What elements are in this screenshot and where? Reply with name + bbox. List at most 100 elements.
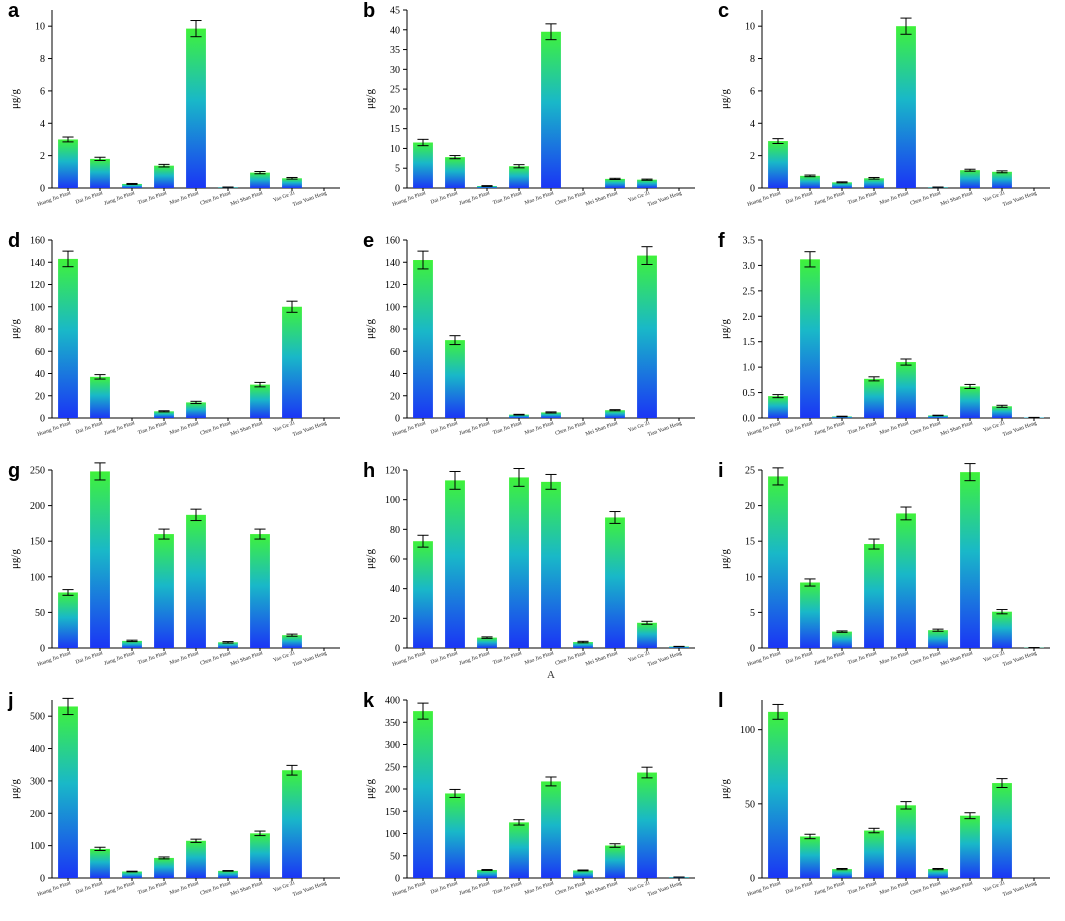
- y-tick-label: 2: [750, 151, 755, 162]
- x-tick-label: Chen Jiu Plant: [554, 190, 587, 207]
- y-tick-label: 25: [745, 466, 755, 477]
- x-tick-label: Mao Jiu Plant: [879, 650, 910, 666]
- x-tick-label: Tian Jiu Plant: [137, 420, 168, 436]
- y-tick-label: 60: [390, 555, 400, 566]
- x-tick-label: Mei Shan Plant: [940, 420, 974, 437]
- bar: [250, 534, 270, 648]
- bar: [768, 396, 788, 418]
- x-tick-label: Tian Jiu Plant: [492, 650, 523, 666]
- bar: [800, 259, 820, 418]
- bar: [509, 166, 529, 188]
- x-tick-label: Tian Jiu Plant: [137, 880, 168, 896]
- y-axis-label: μg/g: [719, 549, 731, 569]
- y-tick-label: 100: [385, 829, 400, 840]
- x-tick-label: Jiang Jiu Plant: [458, 880, 491, 897]
- y-tick-label: 10: [745, 572, 755, 583]
- y-axis-label: μg/g: [364, 779, 376, 799]
- x-tick-label: Jiang Jiu Plant: [813, 190, 846, 207]
- y-tick-label: 8: [40, 54, 45, 65]
- bar: [669, 646, 689, 648]
- y-tick-label: 20: [390, 391, 400, 402]
- panel-label: f: [718, 230, 725, 252]
- x-tick-label: Jiang Jiu Plant: [103, 420, 136, 437]
- bar: [186, 402, 206, 418]
- bar: [445, 793, 465, 878]
- bar: [960, 386, 980, 418]
- x-tick-label: Tian Yuan Hong: [1002, 420, 1038, 438]
- y-tick-label: 40: [390, 369, 400, 380]
- bar: [573, 642, 593, 648]
- x-tick-label: Dai Jiu Plant: [785, 190, 814, 206]
- y-tick-label: 0: [750, 874, 755, 885]
- x-tick-label: Mao Jiu Plant: [879, 190, 910, 206]
- x-tick-label: Mao Jiu Plant: [879, 420, 910, 436]
- x-tick-label: Tian Yuan Hong: [292, 880, 328, 898]
- bar: [154, 534, 174, 648]
- x-tick-label: Tian Jiu Plant: [137, 190, 168, 206]
- chart-panel-l: l 0 50 100 μg/g Huang Jiu Plant Dai Jiu Plant J…: [710, 690, 1065, 920]
- x-tick-label: Tian Yuan Hong: [1002, 880, 1038, 898]
- x-axis-label: A: [547, 669, 555, 681]
- panel-label: g: [8, 460, 21, 482]
- panel-label: h: [363, 460, 376, 482]
- y-tick-label: 50: [390, 851, 400, 862]
- y-tick-label: 6: [750, 86, 755, 97]
- x-tick-label: Tian Yuan Hong: [292, 190, 328, 208]
- x-tick-label: Mei Shan Plant: [940, 190, 974, 207]
- panel-label: j: [8, 690, 14, 712]
- bar: [218, 870, 238, 878]
- y-tick-label: 0: [395, 874, 400, 885]
- bar: [58, 592, 78, 648]
- bar: [541, 781, 561, 878]
- y-tick-label: 0: [40, 184, 45, 195]
- y-tick-label: 0: [750, 184, 755, 195]
- bar: [90, 848, 110, 878]
- x-tick-label: Tian Yuan Hong: [647, 650, 683, 668]
- x-tick-label: Dai Jiu Plant: [75, 650, 104, 666]
- y-tick-label: 5: [750, 608, 755, 619]
- x-tick-label: Mao Jiu Plant: [169, 420, 200, 436]
- y-tick-label: 0: [395, 644, 400, 655]
- panel-label: a: [8, 0, 20, 22]
- x-tick-label: Chen Jiu Plant: [199, 190, 232, 207]
- y-tick-label: 2.5: [743, 286, 756, 297]
- y-tick-label: 150: [30, 537, 45, 548]
- bar: [154, 411, 174, 418]
- x-tick-label: Chen Jiu Plant: [909, 190, 942, 207]
- bar: [186, 840, 206, 878]
- y-tick-label: 60: [390, 347, 400, 358]
- y-tick-label: 20: [390, 614, 400, 625]
- y-tick-label: 0.5: [743, 388, 756, 399]
- bar: [282, 635, 302, 648]
- y-tick-label: 100: [30, 841, 45, 852]
- chart-panel-k: k 0 50 100 150 200 250 300 350 400 μg/g Huang Jiu P…: [355, 690, 710, 920]
- x-tick-label: Mei Shan Plant: [585, 650, 619, 667]
- y-tick-label: 120: [385, 466, 400, 477]
- bar: [928, 415, 948, 418]
- y-tick-label: 20: [35, 391, 45, 402]
- x-tick-label: Dai Jiu Plant: [785, 650, 814, 666]
- chart-panel-f: f 0.0 0.5 1.0 1.5 2.0 2.5 3.0 3.5 μg/g Huang Jiu P…: [710, 230, 1065, 460]
- bar: [282, 306, 302, 418]
- bar: [864, 378, 884, 418]
- x-tick-label: Chen Jiu Plant: [554, 880, 587, 897]
- bar: [218, 642, 238, 648]
- bar: [864, 830, 884, 878]
- bar: [637, 772, 657, 878]
- y-tick-label: 4: [750, 119, 755, 130]
- bar: [90, 376, 110, 418]
- y-tick-label: 0: [395, 184, 400, 195]
- y-tick-label: 4: [40, 119, 45, 130]
- chart-panel-d: d 0 20 40 60 80 100 120 140 160 μg/g Huang Jiu Plan…: [0, 230, 355, 460]
- bar: [864, 544, 884, 648]
- y-tick-label: 80: [390, 325, 400, 336]
- x-tick-label: Tian Jiu Plant: [847, 420, 878, 436]
- bar: [445, 340, 465, 418]
- bar: [122, 183, 142, 188]
- y-tick-label: 0: [750, 644, 755, 655]
- x-tick-label: Mao Jiu Plant: [169, 650, 200, 666]
